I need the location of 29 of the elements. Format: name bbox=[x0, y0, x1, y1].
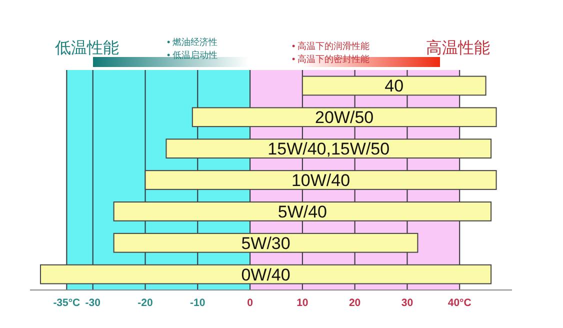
text: • 燃油经济性 bbox=[167, 37, 218, 47]
x-tick-label: 10 bbox=[296, 297, 308, 309]
x-tick-label: -10 bbox=[190, 297, 206, 309]
text: 高温性能 bbox=[426, 39, 490, 57]
x-tick-label: 30 bbox=[401, 297, 414, 309]
x-tick-label: -30 bbox=[85, 297, 101, 309]
bar bbox=[113, 202, 492, 222]
bar bbox=[166, 138, 492, 158]
text: • 低温启动性 bbox=[167, 50, 218, 60]
y-tick-label: 10W/40 bbox=[291, 171, 350, 190]
y-tick-label: 0W/40 bbox=[241, 265, 290, 284]
y-tick-label: 5W/30 bbox=[241, 234, 290, 253]
bar bbox=[40, 264, 492, 284]
bar bbox=[192, 107, 497, 128]
y-tick-label: 5W/40 bbox=[278, 202, 328, 222]
bar bbox=[113, 232, 418, 253]
bar bbox=[144, 170, 497, 190]
text: 低温性能 bbox=[55, 39, 119, 57]
y-tick-label: 20W/50 bbox=[315, 108, 374, 128]
y-tick-label: 15W/40,15W/50 bbox=[268, 140, 390, 159]
x-tick-label: 40°C bbox=[448, 297, 472, 309]
x-tick-label: 0 bbox=[247, 297, 254, 309]
x-tick-label: -35°C bbox=[53, 297, 81, 309]
text: • 高温下的密封性能 bbox=[292, 54, 370, 64]
text: • 高温下的润滑性能 bbox=[292, 41, 370, 51]
x-tick-label: -20 bbox=[138, 297, 154, 309]
y-tick-label: 40 bbox=[384, 76, 404, 96]
bar bbox=[302, 76, 486, 96]
x-tick-label: 20 bbox=[348, 297, 361, 309]
